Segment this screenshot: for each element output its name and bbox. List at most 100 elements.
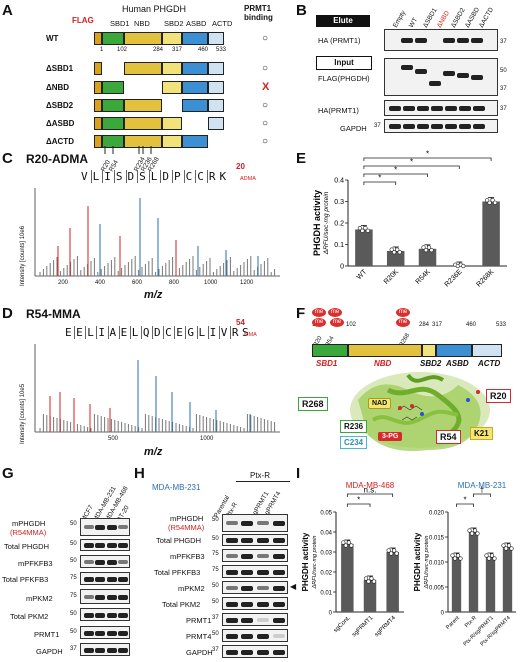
data-point (492, 556, 497, 561)
flag-tag (94, 81, 102, 94)
c-residue: D (160, 170, 171, 183)
band (95, 613, 105, 618)
h-mw: 50 (212, 583, 219, 589)
struct-3pg: 3-PG (378, 432, 403, 441)
y-tick-label: 0.1 (334, 242, 344, 249)
pos-533: 533 (216, 47, 227, 53)
h-mw: 50 (212, 599, 219, 605)
construct-wt: WT (46, 34, 59, 43)
c-residue: P (172, 170, 183, 183)
g-blot-total-pfkfb3 (80, 572, 130, 585)
y-axis-label: PHGDH activity (301, 532, 310, 591)
significance-label: * (463, 496, 466, 505)
pos-317: 317 (172, 47, 183, 53)
dsbd2-asbd (182, 99, 208, 112)
h-row-total-phgdh: Total PHGDH (156, 536, 202, 545)
data-point (363, 226, 368, 231)
band (429, 81, 441, 86)
band (401, 38, 413, 43)
band (257, 554, 269, 558)
binding-dactd: ○ (262, 136, 269, 147)
panel-c-title: R20-ADMA (26, 152, 89, 166)
protein-structure (350, 372, 490, 451)
data-point (509, 546, 514, 551)
d-residue: Q (140, 326, 151, 339)
y-tick-label: 0.02 (320, 571, 332, 577)
x-tick-label: R54K (415, 268, 433, 286)
data-point (369, 576, 374, 581)
band (415, 38, 427, 43)
dasbd-nbd (124, 117, 162, 130)
row-ha-prmt1-elute: HA (PRMT1) (318, 36, 361, 45)
flag-tag (94, 32, 102, 45)
g-row-mpfkfb3: mPFKFB3 (18, 559, 53, 568)
construct-dnbd: ΔNBD (46, 83, 70, 92)
data-point (389, 551, 394, 556)
band (107, 613, 117, 618)
mw-37-gapdh: 37 (374, 123, 381, 129)
band (84, 613, 94, 618)
g-row-r54mma: (R54MMA) (10, 528, 47, 537)
h-blot-prmt4 (222, 629, 288, 642)
dactd-sbd2 (162, 135, 182, 148)
y-tick-label: 0.05 (320, 511, 332, 517)
bar (355, 229, 373, 266)
x-tick-label: Ptx-R/sgPRMT1 (463, 615, 495, 647)
band (403, 124, 415, 129)
bar (386, 250, 405, 266)
domain-actd-label: ACTD (212, 19, 233, 28)
binding-dsbd2: ○ (262, 100, 269, 111)
spectrum-d (34, 344, 280, 433)
data-point (389, 247, 394, 252)
domain-nbd-label: NBD (134, 19, 150, 28)
x-tick-label: sgCont. (333, 615, 352, 634)
dnbd-sbd1 (102, 81, 124, 94)
wt-sbd1 (102, 32, 124, 45)
struct-r20: R20 (486, 389, 511, 403)
data-point (423, 247, 429, 253)
chart-e: 0 0.1 0.2 0.3 0.4 PHGDH activity ΔRFU/sec·mg p… (312, 150, 507, 289)
wt-asbd (182, 32, 208, 45)
construct-dasbd: ΔASBD (46, 119, 75, 128)
y-tick-label: 0.03 (320, 551, 332, 557)
data-point (346, 540, 351, 545)
lane-wt: WT (407, 16, 420, 29)
panel-label-h: H (134, 465, 145, 482)
band (445, 106, 457, 111)
binding-header-2: binding (244, 13, 273, 22)
xtick-c-600: 600 (132, 280, 143, 286)
band (443, 38, 455, 43)
band (84, 648, 94, 653)
x-tick-label: Ptx-R (464, 615, 478, 629)
g-mw: 75 (70, 575, 77, 581)
struct-r236: R236 (340, 420, 368, 433)
g-row-gapdh: GAPDH (36, 647, 63, 656)
band (226, 538, 238, 543)
data-point (363, 576, 369, 581)
y-tick-label: 0.3 (334, 199, 344, 206)
me-badge-6: me (396, 318, 410, 327)
y-tick-label: 0.01 (320, 591, 332, 597)
domain-asbd-label: ASBD (186, 19, 207, 28)
c-residue: D (125, 170, 137, 183)
bar (363, 580, 377, 612)
xtick-c-400: 400 (95, 280, 106, 286)
significance-bracket (473, 493, 491, 497)
data-point (357, 226, 363, 231)
g-blot-gapdh (80, 643, 130, 656)
significance-label: † (480, 486, 484, 495)
ylabel-d: Intensity [counts] 10e5 (20, 383, 26, 444)
h-row-gapdh: GAPDH (186, 648, 213, 657)
data-point (395, 247, 400, 252)
band (241, 650, 253, 655)
blot-elute (384, 29, 498, 51)
h-mw: 37 (212, 615, 219, 621)
xtick-c-200: 200 (58, 280, 69, 286)
band (95, 577, 105, 582)
d-residue: L (129, 326, 140, 339)
significance-label: * (357, 496, 360, 505)
construct-dsbd2: ΔSBD2 (46, 101, 74, 110)
x-tick-label: sgPRMT4 (374, 615, 398, 639)
d-residue: I (207, 326, 218, 339)
